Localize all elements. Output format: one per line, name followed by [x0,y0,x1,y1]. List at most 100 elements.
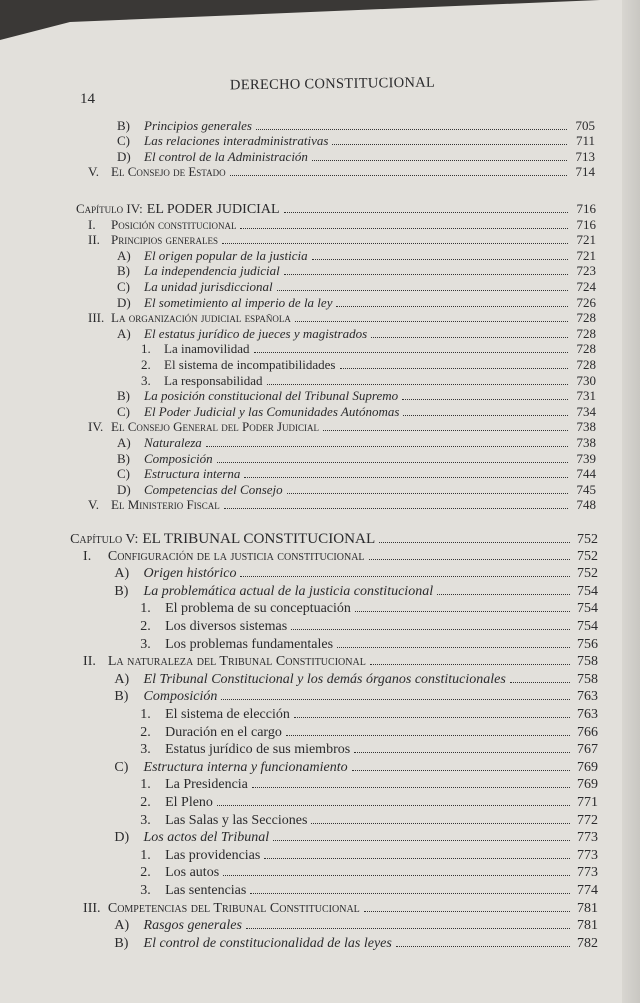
dot-leader [286,492,568,494]
entry-title: Las relaciones interadministrativas [144,133,329,149]
entry-page: 782 [576,935,598,951]
entry-title: La inamovilidad [164,341,250,357]
dot-leader [402,399,568,401]
toc-entry: 1. La Presidencia 769 [140,777,598,793]
entry-page: 781 [576,900,598,916]
entry-page: 705 [575,118,596,133]
entry-title: El estatus jurídico de jueces y magistra… [144,325,368,341]
toc-entry: A) El estatus jurídico de jueces y magist… [117,326,596,342]
entry-page: 728 [576,357,597,372]
entry-title: La posición constitucional del Tribunal … [144,388,399,404]
entry-label: A) [114,566,130,582]
toc-entry: 2. El Pleno 771 [140,795,598,811]
entry-page: 773 [576,830,598,846]
entry-page: 754 [576,601,598,617]
toc-entry: B) La independencia judicial 723 [117,263,596,279]
entry-label: A) [117,247,131,263]
toc-entry: 3. Las sentencias 774 [140,883,598,899]
entry-label: 3. [140,742,151,758]
entry-page: 716 [576,201,597,216]
toc-entry: C) Estructura interna y funcionamiento 769 [114,760,598,776]
entry-page: 767 [576,742,598,758]
entry-label: D) [117,481,131,497]
entry-title: Estructura interna y funcionamiento [143,759,348,775]
toc-entry: II. Principios generales 721 [88,232,596,248]
entry-title: La Presidencia [165,777,248,793]
entry-title: El Consejo de Estado [111,163,226,179]
dot-leader [368,558,570,560]
entry-label: D) [117,148,131,164]
entry-label: A) [114,671,130,687]
entry-title: Competencias del Tribunal Constitucional [107,900,360,916]
entry-label: B) [117,118,130,133]
entry-label: III. [88,310,105,326]
dot-leader [216,805,570,806]
toc-chapter: Capítulo V: EL TRIBUNAL CONSTITUCIONAL 752 [70,531,598,548]
entry-title: Naturaleza [144,435,202,450]
toc-entry: B) La problemática actual de la justicia … [114,584,598,600]
entry-page: 772 [576,812,598,828]
entry-title: El problema de su conceptuación [165,601,351,617]
dot-leader [223,875,570,877]
entry-title: Las providencias [165,847,261,863]
entry-title: EL TRIBUNAL CONSTITUCIONAL [142,531,376,547]
entry-page: 769 [576,777,598,793]
entry-label: A) [117,435,131,450]
entry-title: Los actos del Tribunal [143,830,270,846]
toc-entry: B) La posición constitucional del Tribuna… [117,388,596,404]
toc-entry: A) El Tribunal Constitucional y los demás… [114,672,598,688]
entry-label: II. [88,232,100,248]
dot-leader [437,593,570,595]
entry-label: Capítulo V: [70,532,139,547]
toc-entry: 1. Las providencias 773 [140,848,598,864]
dot-leader [221,243,568,245]
entry-title: La independencia judicial [144,263,280,279]
dot-leader [205,446,568,447]
dot-leader [216,461,568,463]
entry-title: El Consejo General del Poder Judicial [111,419,320,435]
entry-title: La unidad jurisdiccional [144,279,273,294]
entry-title: Los problemas fundamentales [165,636,334,652]
dot-leader [403,414,568,416]
toc-entry: D) El sometimiento al imperio de la ley 72… [117,295,596,311]
entry-title: El control de la Administración [144,148,308,164]
dot-leader [293,717,570,718]
toc-entry: 1. La inamovilidad 728 [141,341,596,357]
entry-title: Composición [144,450,213,466]
toc-chapter: Capítulo IV: EL PODER JUDICIAL 716 [76,201,596,218]
entry-title: La responsabilidad [164,372,263,388]
entry-page: 716 [576,216,597,232]
entry-page: 763 [576,689,598,705]
toc-entry: 2. Duración en el cargo 766 [140,725,598,741]
dot-leader [240,227,568,229]
entry-page: 752 [576,532,598,547]
dot-leader [229,174,567,176]
entry-label: 3. [140,812,151,828]
entry-label: B) [117,450,130,466]
toc-entry: 3. Los problemas fundamentales 756 [140,637,598,653]
toc-entry: 2. Los diversos sistemas 754 [140,619,598,635]
dot-leader [266,383,568,385]
toc-entry: B) El control de constitucionalidad de la… [114,936,598,952]
entry-label: 1. [140,601,151,617]
entry-label: B) [117,388,130,404]
dot-leader [255,129,567,130]
entry-page: 758 [576,671,598,687]
entry-label: II. [83,654,96,670]
toc-entry: III. Competencias del Tribunal Constituci… [83,901,598,917]
toc-entry: A) Origen histórico 752 [114,566,598,582]
entry-page: 738 [576,435,597,450]
entry-page: 766 [576,724,598,740]
entry-label: V. [88,163,99,179]
entry-page: 744 [576,466,597,482]
toc-entry: V. El Consejo de Estado 714 [88,164,595,180]
entry-page: 724 [576,279,597,294]
entry-title: Origen histórico [143,566,237,582]
entry-label: A) [114,918,130,934]
dot-leader [240,576,570,578]
entry-label: B) [114,935,129,951]
toc-entry: C) Estructura interna 744 [117,466,596,482]
entry-page: 748 [576,497,597,513]
entry-title: Estatus jurídico de sus miembros [165,742,351,758]
dot-leader [311,258,568,260]
